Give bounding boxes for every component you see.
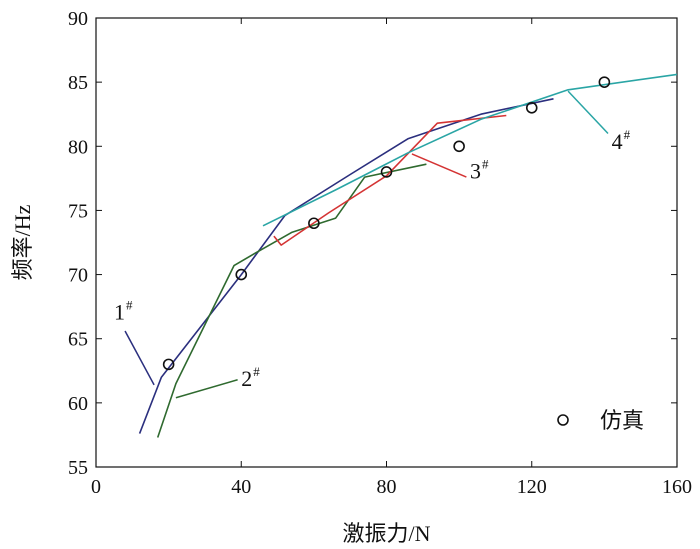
y-tick-label: 65 bbox=[68, 329, 88, 351]
x-tick-label: 120 bbox=[517, 476, 547, 498]
series-line-1 bbox=[138, 98, 554, 434]
simulation-point bbox=[308, 217, 320, 230]
annotation-leader bbox=[175, 379, 238, 399]
annotation-label: 4 bbox=[612, 129, 623, 154]
x-tick-label: 80 bbox=[377, 476, 397, 498]
legend-marker bbox=[557, 414, 569, 426]
y-tick-label: 55 bbox=[68, 457, 88, 479]
annotation-leader bbox=[567, 90, 609, 134]
plot-frame bbox=[95, 17, 678, 468]
annotation-label: 2 bbox=[241, 366, 252, 391]
annotation-label: 1 bbox=[114, 299, 125, 324]
legend-label: 仿真 bbox=[600, 408, 644, 433]
x-axis-title: 激振力/N bbox=[342, 521, 430, 546]
annotation-sup: # bbox=[624, 127, 631, 142]
series-layer bbox=[138, 73, 678, 438]
annotation-layer: 1 #2 #3 #4 # bbox=[114, 90, 631, 399]
axes: 0 40 80 120 160 55 60 65 70 75 80 85 90 激振力/N 频率/Hz bbox=[10, 8, 692, 546]
annotation-sup: # bbox=[126, 297, 133, 312]
simulation-point bbox=[598, 76, 611, 88]
y-axis-title: 频率/Hz bbox=[10, 204, 35, 280]
simulation-point bbox=[453, 140, 465, 153]
series-line-4 bbox=[262, 73, 678, 227]
annotation-sup: # bbox=[253, 364, 260, 379]
annotation-label: 3 bbox=[470, 158, 481, 183]
y-tick-label: 80 bbox=[68, 136, 88, 158]
annotation-sup: # bbox=[482, 156, 489, 171]
series-line-3 bbox=[273, 114, 507, 246]
y-tick-label: 90 bbox=[68, 8, 88, 30]
simulation-point bbox=[525, 102, 538, 114]
annotation-leader bbox=[124, 330, 155, 386]
simulation-point bbox=[162, 358, 175, 371]
legend: 仿真 bbox=[557, 408, 644, 433]
simulation-point bbox=[380, 166, 393, 178]
y-tick-label: 60 bbox=[68, 393, 88, 415]
x-tick-label: 0 bbox=[91, 476, 101, 498]
x-tick-label: 160 bbox=[662, 476, 692, 498]
x-tick-label: 40 bbox=[231, 476, 251, 498]
y-tick-label: 85 bbox=[68, 72, 88, 94]
y-tick-label: 75 bbox=[68, 200, 88, 222]
y-tick-label: 70 bbox=[68, 265, 88, 287]
simulation-point bbox=[235, 268, 248, 281]
annotation-leader bbox=[411, 153, 467, 178]
series-line-2 bbox=[156, 163, 427, 438]
